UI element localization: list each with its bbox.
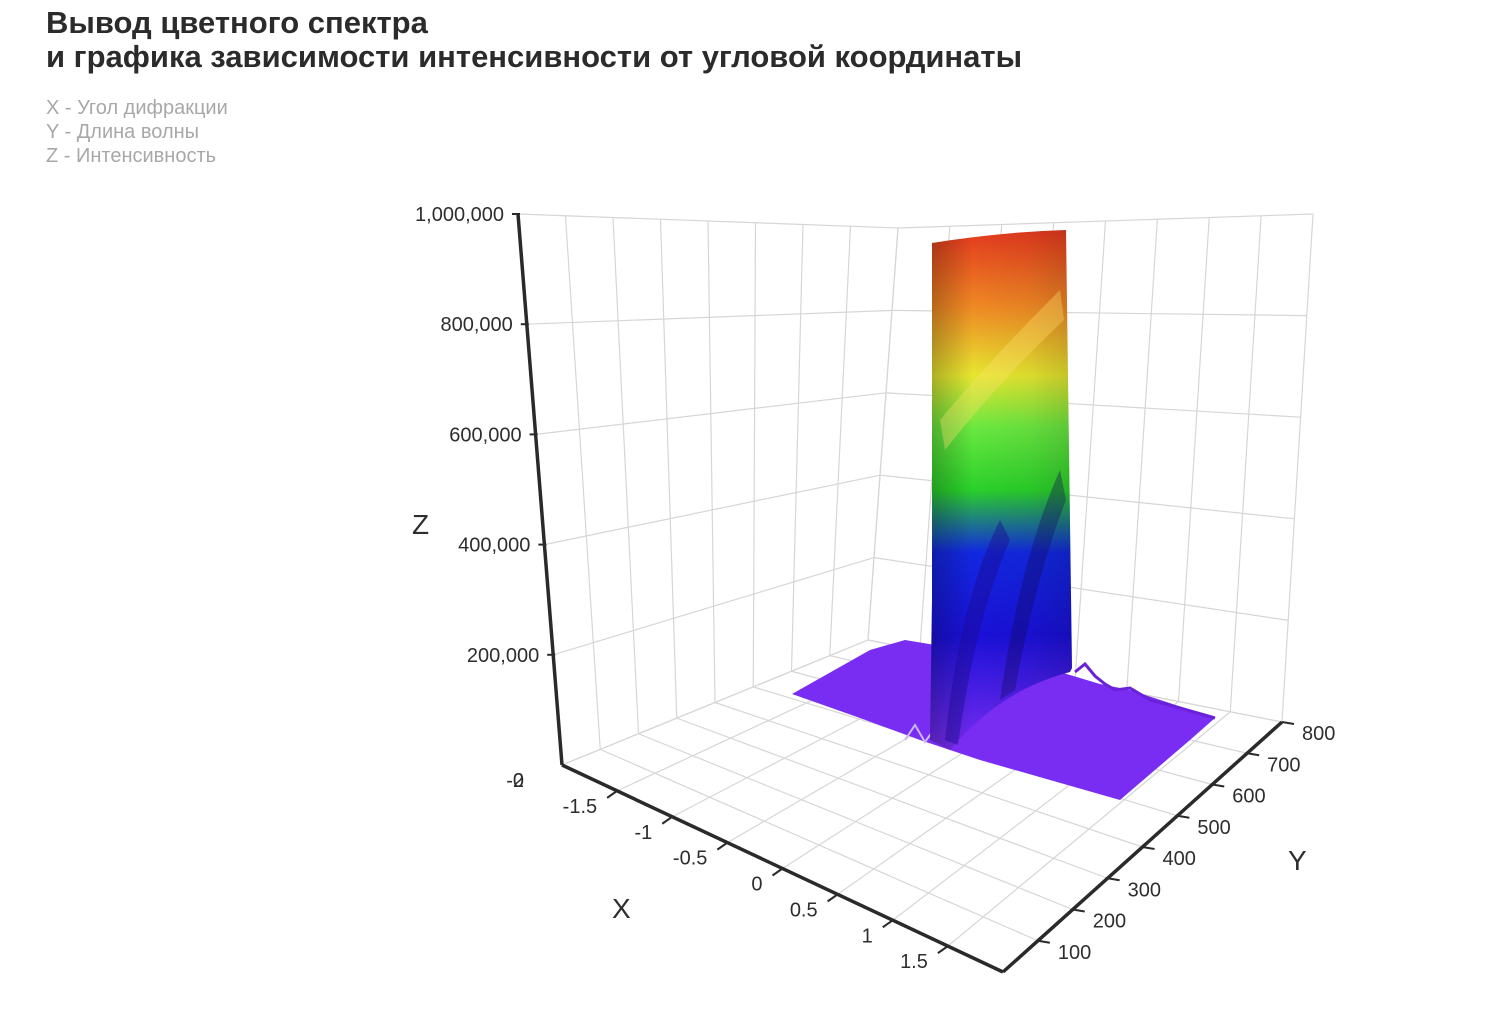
x-tick-label: -1.5 [563,796,597,818]
y-tick [1037,939,1051,944]
grid-line [564,215,601,750]
z-axis-title: Z [412,509,429,540]
x-tick [827,893,839,903]
y-axis-title: Y [1288,845,1307,876]
grid-line [790,224,804,672]
x-tick-label: 1 [862,925,873,947]
legend-x: X - Угол дифракции [46,97,228,119]
grid-line [1229,215,1262,712]
y-tick [1072,908,1085,913]
surface-streak [1000,470,1066,700]
y-tick-label: 100 [1058,942,1091,964]
x-tick [716,841,728,851]
y-tick [1212,783,1225,788]
axis-legend: X - Угол дифракции Y - Длина волны Z - И… [46,96,228,168]
grid-line [947,711,1231,947]
x-tick [882,919,894,929]
surface-floor [792,640,1215,800]
y-tick-label: 800 [1302,723,1335,745]
y-tick [1246,752,1260,757]
grid-line [714,701,1143,848]
surface-highlight [940,290,1064,450]
y-tick-label: 700 [1267,754,1300,776]
y-tick [1142,846,1155,850]
x-tick-label: -0.5 [673,848,707,870]
x-tick-label: 0 [751,874,762,896]
chart-title: Вывод цветного спектра и графика зависим… [46,6,1022,74]
surface-peak-shade [930,230,1072,750]
z-tick-label: 1,000,000 [415,204,504,226]
grid-line [659,219,678,719]
x-axis-title: X [612,893,631,924]
grid-line [1177,217,1210,702]
y-tick-label: 200 [1093,911,1126,933]
y-tick [1177,814,1190,819]
surface [792,230,1216,800]
grid-line [1126,219,1158,692]
title-line-1: Вывод цветного спектра [46,5,428,40]
grid-line [612,217,640,734]
legend-y: Y - Длина волны [46,121,200,143]
x-tick [937,945,949,954]
x-tick-label: 0.5 [790,899,818,921]
x-tick-label: -1 [634,822,652,844]
grid-line [1281,213,1314,723]
y-tick [1107,877,1120,882]
grid-line [867,227,899,641]
z-zero-label: -0 [506,770,524,792]
y-tick-label: 500 [1197,817,1230,839]
legend-z: Z - Интенсивность [46,145,217,167]
z-axis-line [516,213,564,766]
z-zero-label: 2 [513,770,524,792]
grid-line [1074,220,1107,682]
grid-line [829,226,852,656]
axes [512,213,1295,974]
y-tick-label: 400 [1163,848,1196,870]
grid-line [707,220,716,703]
tick-labels: 200,000400,000600,000800,0001,000,000-02… [412,204,1335,973]
y-tick-label: 300 [1128,879,1161,901]
x-tick-label: 1.5 [900,951,928,973]
x-tick [661,815,673,825]
surface-ripple [1074,661,1216,720]
z-tick-label: 400,000 [458,535,530,557]
z-tick-label: 200,000 [467,645,539,667]
z-tick-label: 600,000 [449,424,521,446]
surface-streak [945,520,1010,745]
y-tick [1281,721,1295,725]
x-tick [606,790,618,799]
x-tick [771,867,784,877]
z-tick-label: 800,000 [441,314,513,336]
y-tick-label: 600 [1232,786,1265,808]
title-line-2: и графика зависимости интенсивности от у… [46,39,1023,74]
grid-line [752,222,757,687]
